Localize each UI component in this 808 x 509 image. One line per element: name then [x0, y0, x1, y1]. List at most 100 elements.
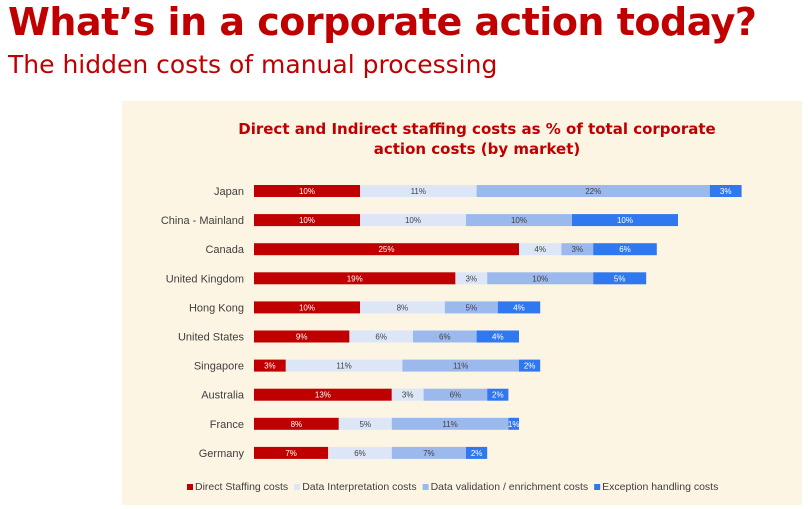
legend-swatch	[187, 484, 193, 490]
legend-swatch	[422, 484, 429, 490]
category-label: United States	[178, 332, 245, 344]
data-label: 2%	[492, 391, 504, 400]
data-label: 7%	[423, 449, 435, 458]
bar-segment	[349, 330, 413, 343]
data-label: 25%	[378, 245, 394, 254]
category-label: Singapore	[194, 361, 244, 373]
bar-segment	[423, 388, 488, 401]
data-label: 6%	[354, 449, 366, 458]
data-label: 1%	[508, 420, 520, 429]
bar-segment	[254, 446, 329, 459]
bar-segment	[476, 330, 519, 343]
data-label: 10%	[299, 216, 315, 225]
category-label: Hong Kong	[189, 302, 244, 314]
bar-segment	[391, 446, 466, 459]
page-subtitle: The hidden costs of manual processing	[8, 50, 498, 79]
bar-segment	[254, 185, 360, 197]
chart-title-line-2: action costs (by market)	[373, 140, 581, 158]
data-label: 22%	[585, 187, 601, 196]
category-label: Germany	[199, 448, 245, 460]
legend-swatch	[294, 484, 301, 490]
data-label: 10%	[299, 303, 315, 312]
bar-segment	[593, 272, 647, 285]
data-label: 8%	[291, 420, 303, 429]
data-label: 2%	[471, 449, 483, 458]
data-label: 10%	[617, 216, 633, 225]
bar-segment	[254, 359, 286, 372]
bar-segment	[476, 185, 710, 197]
bar-segment	[709, 185, 742, 197]
category-label: France	[210, 419, 244, 431]
bar-segment	[561, 243, 594, 256]
bar-segment	[593, 243, 657, 256]
data-label: 4%	[534, 245, 546, 254]
bar-segment	[254, 214, 360, 227]
data-label: 5%	[466, 303, 478, 312]
bar-segment	[254, 388, 392, 401]
data-label: 10%	[532, 274, 548, 283]
data-label: 11%	[336, 362, 351, 371]
data-label: 11%	[442, 420, 457, 429]
data-label: 19%	[347, 274, 363, 283]
bar-segment	[254, 417, 339, 430]
data-label: 3%	[264, 362, 276, 371]
data-label: 11%	[411, 187, 426, 196]
bar-segment	[487, 272, 594, 285]
category-label: Canada	[205, 244, 244, 256]
bar-segment	[254, 272, 456, 285]
data-label: 6%	[450, 391, 462, 400]
data-label: 2%	[524, 362, 536, 371]
data-label: 6%	[619, 245, 631, 254]
bar-segment	[360, 185, 477, 197]
data-label: 8%	[397, 303, 409, 312]
data-label: 6%	[375, 333, 387, 342]
chart-title-line-1: Direct and Indirect staffing costs as % …	[238, 120, 716, 138]
chart-panel: Direct and Indirect staffing costs as % …	[122, 101, 802, 505]
data-label: 3%	[466, 274, 478, 283]
data-label: 5%	[614, 274, 626, 283]
category-label: Japan	[214, 186, 244, 198]
bar-segment	[391, 417, 509, 430]
bar-segment	[254, 330, 350, 343]
data-label: 4%	[492, 333, 504, 342]
bar-segment	[572, 214, 678, 227]
bar-segment	[466, 446, 488, 459]
bar-segment	[519, 359, 541, 372]
bar-segment	[328, 446, 392, 459]
category-label: United Kingdom	[166, 273, 244, 285]
page-title: What’s in a corporate action today?	[8, 0, 757, 44]
bar-segment	[466, 214, 572, 227]
data-label: 9%	[296, 333, 308, 342]
data-label: 7%	[285, 449, 297, 458]
category-label: China - Mainland	[161, 215, 244, 227]
bar-segment	[455, 272, 488, 285]
legend-label: Data Interpretation costs	[302, 481, 416, 493]
data-label: 6%	[439, 333, 451, 342]
bar-segment	[444, 301, 498, 314]
data-label: 10%	[405, 216, 421, 225]
legend-label: Data validation / enrichment costs	[431, 481, 589, 493]
data-label: 10%	[511, 216, 527, 225]
legend-label: Direct Staffing costs	[195, 481, 288, 493]
bar-segment	[360, 301, 445, 314]
data-label: 5%	[360, 420, 372, 429]
bar-segment	[402, 359, 519, 372]
bar-segment	[285, 359, 403, 372]
bar-segment	[413, 330, 477, 343]
bar-segment	[508, 417, 519, 430]
data-label: 4%	[513, 303, 525, 312]
bar-segment	[360, 214, 466, 227]
stacked-bar-chart: Japan 10% 11% 22% 3% China - Mainland 10% 10% 10…	[161, 185, 742, 493]
bar-segment	[487, 388, 509, 401]
bar-segment	[254, 243, 519, 256]
data-label: 11%	[453, 362, 468, 371]
data-label: 3%	[572, 245, 584, 254]
legend-swatch	[594, 484, 601, 490]
data-label: 3%	[402, 391, 414, 400]
bar-segment	[338, 417, 392, 430]
legend-label: Exception handling costs	[602, 481, 718, 493]
bar-segment	[519, 243, 562, 256]
bar-segment	[254, 301, 360, 314]
bar-segment	[391, 388, 424, 401]
data-label: 13%	[315, 391, 331, 400]
